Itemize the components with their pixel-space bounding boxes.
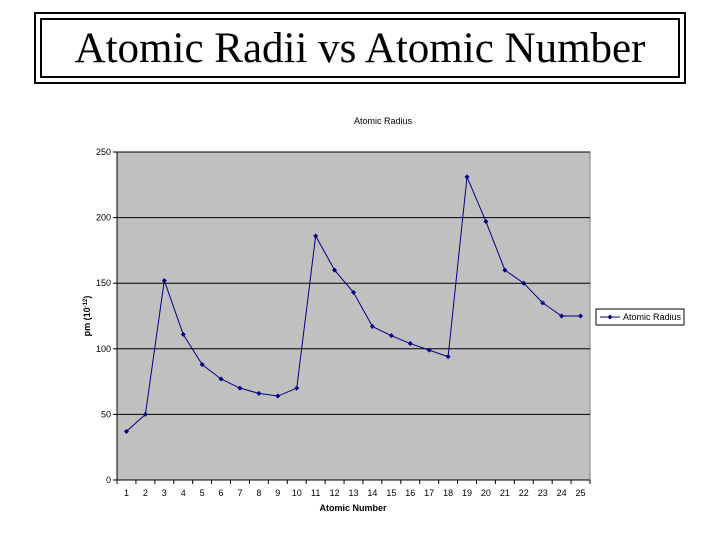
data-point	[426, 347, 432, 353]
y-axis-title-base: pm (10	[82, 307, 92, 336]
x-tick-label: 17	[424, 488, 434, 498]
x-tick-label: 7	[237, 488, 242, 498]
legend-marker	[607, 314, 613, 320]
x-tick-label: 15	[386, 488, 396, 498]
slide-title-frame: Atomic Radii vs Atomic Number	[34, 12, 686, 84]
y-tick-label: 0	[106, 475, 111, 485]
legend: Atomic Radius	[595, 308, 685, 326]
data-point	[294, 385, 300, 391]
data-point	[483, 219, 489, 225]
data-point	[540, 300, 546, 306]
data-point	[199, 362, 205, 368]
data-point	[351, 289, 356, 295]
x-tick-label: 11	[311, 488, 320, 498]
data-point	[161, 278, 167, 284]
x-tick-label: 1	[124, 488, 129, 498]
x-tick-label: 16	[405, 488, 415, 498]
gridlines	[117, 151, 590, 415]
data-point	[218, 376, 224, 382]
data-point	[313, 233, 319, 239]
x-tick-label: 21	[500, 488, 510, 498]
chart-title: Atomic Radius	[354, 116, 413, 126]
data-point	[578, 313, 584, 319]
data-point	[407, 341, 413, 347]
y-tick-label: 150	[96, 278, 111, 288]
x-tick-label: 19	[462, 488, 472, 498]
data-point	[123, 428, 129, 434]
legend-label: Atomic Radius	[623, 312, 682, 322]
x-tick-label: 2	[143, 488, 148, 498]
y-axis-title-exponent: -12	[83, 298, 89, 307]
x-tick-label: 8	[256, 488, 261, 498]
slide-title-inner-frame: Atomic Radii vs Atomic Number	[40, 18, 680, 78]
x-tick-label: 5	[200, 488, 205, 498]
data-point	[388, 333, 394, 339]
data-point	[332, 267, 338, 273]
x-tick-label: 22	[519, 488, 529, 498]
slide-title: Atomic Radii vs Atomic Number	[74, 24, 646, 72]
data-point	[237, 385, 243, 391]
data-point	[502, 267, 508, 273]
x-tick-label: 25	[576, 488, 586, 498]
data-point	[464, 174, 470, 180]
x-tick-label: 14	[367, 488, 377, 498]
series-atomic-radius	[123, 174, 584, 434]
legend-box	[595, 308, 685, 326]
x-tick-label: 6	[219, 488, 224, 498]
x-tick-label: 9	[275, 488, 280, 498]
y-tick-label: 100	[96, 344, 111, 354]
x-tick-label: 23	[538, 488, 548, 498]
data-point	[142, 411, 148, 417]
data-point	[256, 390, 262, 396]
y-axis-title: pm (10-12)	[82, 296, 92, 337]
x-tick-label: 20	[481, 488, 491, 498]
y-tick-label: 50	[101, 409, 111, 419]
x-tick-label: 3	[162, 488, 167, 498]
data-point	[369, 323, 375, 329]
x-tick-label: 24	[557, 488, 567, 498]
x-tick-label: 13	[348, 488, 358, 498]
y-tick-label: 200	[96, 213, 111, 223]
x-axis-title: Atomic Number	[319, 503, 387, 513]
x-tick-label: 4	[181, 488, 186, 498]
data-point	[275, 393, 281, 399]
data-point	[180, 331, 186, 337]
x-tick-label: 18	[443, 488, 453, 498]
plot-area	[116, 151, 591, 481]
data-point	[559, 313, 565, 319]
y-axis-title-close: )	[82, 296, 92, 299]
x-tick-label: 10	[292, 488, 302, 498]
data-point	[445, 354, 451, 360]
y-tick-label: 250	[96, 147, 111, 157]
x-tick-label: 12	[330, 488, 340, 498]
data-point	[521, 280, 527, 286]
